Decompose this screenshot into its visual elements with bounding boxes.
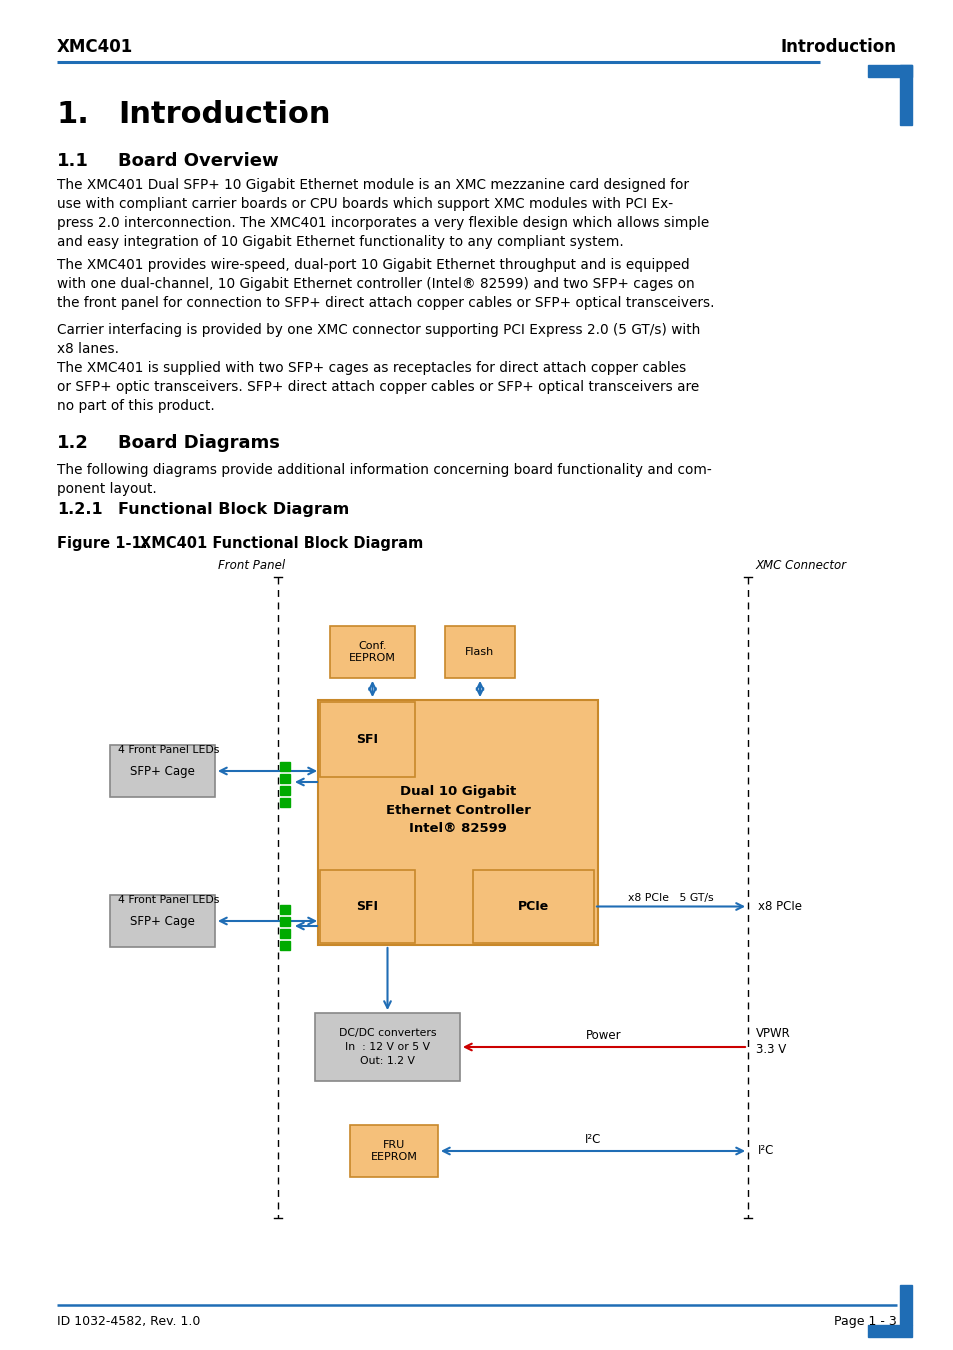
Text: I²C: I²C: [584, 1133, 600, 1146]
Bar: [899, 65, 911, 126]
Text: PCIe: PCIe: [517, 900, 549, 913]
Bar: [280, 761, 290, 771]
Text: 1.: 1.: [57, 100, 90, 130]
Text: x8 PCIe   5 GT/s: x8 PCIe 5 GT/s: [627, 892, 713, 903]
Text: XMC Connector: XMC Connector: [755, 559, 846, 572]
Text: DC/DC converters
In  : 12 V or 5 V
Out: 1.2 V: DC/DC converters In : 12 V or 5 V Out: 1…: [338, 1027, 436, 1066]
Text: Carrier interfacing is provided by one XMC connector supporting PCI Express 2.0 : Carrier interfacing is provided by one X…: [57, 323, 700, 356]
Text: Conf.
EEPROM: Conf. EEPROM: [349, 641, 395, 663]
Text: I²C: I²C: [758, 1145, 774, 1157]
Text: 4 Front Panel LEDs: 4 Front Panel LEDs: [118, 745, 219, 755]
Bar: [110, 745, 214, 796]
Text: SFP+ Cage: SFP+ Cage: [130, 914, 194, 927]
Text: The XMC401 is supplied with two SFP+ cages as receptacles for direct attach copp: The XMC401 is supplied with two SFP+ cag…: [57, 360, 699, 413]
Text: The XMC401 provides wire-speed, dual-port 10 Gigabit Ethernet throughput and is : The XMC401 provides wire-speed, dual-por…: [57, 258, 714, 311]
Bar: [867, 1324, 911, 1336]
Text: The XMC401 Dual SFP+ 10 Gigabit Ethernet module is an XMC mezzanine card designe: The XMC401 Dual SFP+ 10 Gigabit Ethernet…: [57, 178, 708, 248]
Bar: [314, 1012, 459, 1081]
Bar: [280, 904, 290, 914]
Text: XMC401: XMC401: [57, 38, 133, 55]
Bar: [280, 917, 290, 926]
Bar: [319, 702, 415, 778]
Text: The following diagrams provide additional information concerning board functiona: The following diagrams provide additiona…: [57, 463, 711, 495]
Text: Front Panel: Front Panel: [218, 559, 285, 572]
Text: Figure 1-1:: Figure 1-1:: [57, 536, 148, 551]
Text: Board Overview: Board Overview: [118, 153, 278, 170]
Text: 1.2: 1.2: [57, 433, 89, 452]
Bar: [280, 929, 290, 938]
Bar: [319, 869, 415, 944]
Text: Functional Block Diagram: Functional Block Diagram: [118, 502, 349, 517]
Bar: [280, 941, 290, 950]
Text: Flash: Flash: [465, 647, 494, 657]
Text: Introduction: Introduction: [781, 38, 896, 55]
Bar: [280, 774, 290, 783]
Text: Dual 10 Gigabit
Ethernet Controller
Intel® 82599: Dual 10 Gigabit Ethernet Controller Inte…: [385, 784, 530, 836]
Text: FRU
EEPROM: FRU EEPROM: [370, 1141, 417, 1162]
Text: SFP+ Cage: SFP+ Cage: [130, 764, 194, 778]
Text: 4 Front Panel LEDs: 4 Front Panel LEDs: [118, 895, 219, 905]
Text: Page 1 - 3: Page 1 - 3: [833, 1315, 896, 1328]
Bar: [899, 1285, 911, 1324]
Bar: [330, 626, 415, 678]
Text: x8 PCIe: x8 PCIe: [758, 900, 801, 913]
Text: 3.3 V: 3.3 V: [755, 1044, 785, 1056]
Text: Introduction: Introduction: [118, 100, 330, 130]
Text: Board Diagrams: Board Diagrams: [118, 433, 279, 452]
Text: SFI: SFI: [356, 900, 378, 913]
Text: 1.1: 1.1: [57, 153, 89, 170]
Bar: [280, 798, 290, 807]
Text: SFI: SFI: [356, 733, 378, 747]
Bar: [867, 65, 911, 77]
Text: Power: Power: [585, 1029, 621, 1042]
Text: ID 1032-4582, Rev. 1.0: ID 1032-4582, Rev. 1.0: [57, 1315, 200, 1328]
Bar: [317, 701, 598, 945]
Bar: [280, 786, 290, 795]
Text: 1.2.1: 1.2.1: [57, 502, 103, 517]
Text: VPWR: VPWR: [755, 1027, 790, 1040]
Bar: [110, 895, 214, 946]
Text: XMC401 Functional Block Diagram: XMC401 Functional Block Diagram: [140, 536, 423, 551]
Bar: [473, 869, 594, 944]
Bar: [444, 626, 515, 678]
Bar: [350, 1125, 437, 1177]
